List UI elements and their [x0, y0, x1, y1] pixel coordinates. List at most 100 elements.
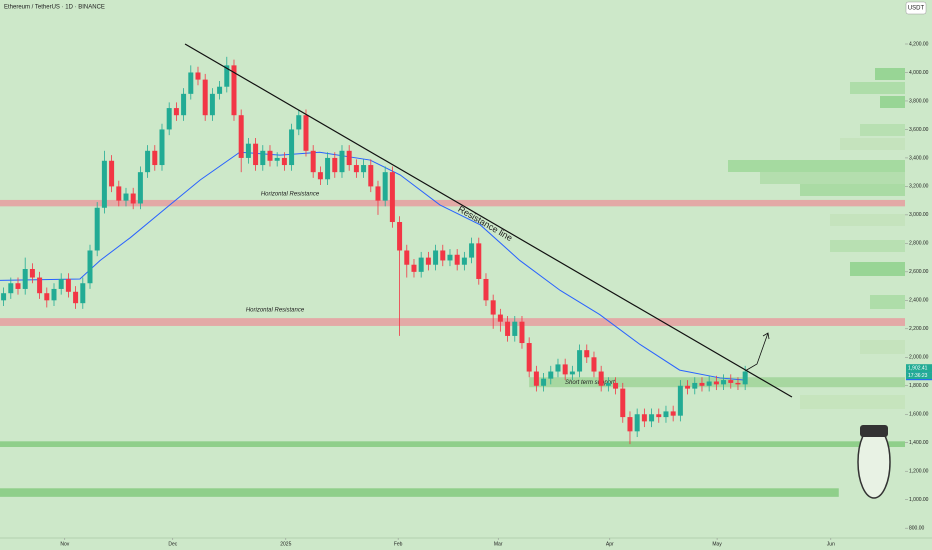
candle-body	[353, 165, 359, 173]
candle-body	[368, 165, 374, 187]
y-tick-label: 4,200.00	[909, 41, 929, 47]
candle-body	[526, 343, 532, 372]
y-tick-label: 1,000.00	[909, 497, 929, 503]
candle-body	[627, 417, 633, 432]
profile-bar	[830, 240, 905, 252]
candle-body	[382, 172, 388, 201]
candle-body	[706, 381, 712, 386]
candle-body	[145, 150, 151, 173]
candle-body	[562, 364, 568, 375]
countdown-box	[906, 372, 932, 380]
candle-body	[101, 160, 107, 208]
candle-body	[533, 371, 539, 386]
y-tick-label: 3,000.00	[909, 212, 929, 218]
candle-body	[289, 129, 295, 166]
y-tick-label: 2,600.00	[909, 269, 929, 275]
y-tick-label: 1,800.00	[909, 383, 929, 389]
candle-body	[29, 269, 35, 278]
candle-body	[80, 283, 86, 304]
candle-body	[109, 160, 115, 187]
candle-body	[663, 411, 669, 418]
x-tick-label: Mar	[494, 541, 503, 547]
candle-body	[476, 243, 482, 279]
candle-body	[721, 380, 727, 385]
profile-bar	[850, 82, 905, 94]
candle-body	[8, 283, 14, 294]
candle-body	[44, 293, 50, 301]
candle-body	[332, 157, 338, 173]
zone	[0, 199, 905, 207]
candle-body	[742, 371, 748, 385]
candle-body	[641, 414, 647, 422]
candle-body	[375, 186, 381, 201]
profile-bar	[800, 184, 905, 196]
candle-body	[692, 382, 698, 389]
candle-body	[397, 222, 403, 251]
candle-body	[152, 150, 158, 166]
projection-arrow	[744, 332, 770, 372]
candle-body	[447, 254, 453, 261]
candle-body	[181, 93, 187, 116]
y-tick-label: 3,200.00	[909, 184, 929, 190]
x-tick-label: Apr	[606, 541, 614, 547]
candle-body	[418, 257, 424, 272]
candle-body	[685, 385, 691, 389]
candle-body	[677, 385, 683, 416]
candle-body	[166, 108, 172, 130]
x-tick-label: Nov	[60, 541, 69, 547]
candle-body	[649, 414, 655, 422]
mascot	[857, 425, 891, 499]
candle-body	[361, 165, 367, 173]
candle-body	[613, 382, 619, 389]
x-tick-label: 2025	[280, 541, 291, 547]
mascot-head	[860, 425, 888, 437]
candle-body	[433, 250, 439, 265]
candle-body	[483, 278, 489, 301]
candle-body	[137, 172, 143, 204]
candle-body	[238, 115, 244, 158]
zone	[0, 488, 839, 497]
y-tick-label: 1,400.00	[909, 440, 929, 446]
zone-label: Horizontal Resistance	[246, 308, 305, 314]
candle-body	[591, 357, 597, 372]
x-tick-label: May	[712, 541, 722, 547]
candle-body	[325, 157, 331, 180]
candle-body	[461, 257, 467, 265]
x-tick-label: Jun	[827, 541, 835, 547]
profile-bar	[760, 172, 905, 184]
candle-body	[65, 278, 71, 292]
candle-body	[699, 382, 705, 386]
candle-body	[188, 72, 194, 94]
y-tick-label: 3,400.00	[909, 155, 929, 161]
candle-body	[555, 364, 561, 372]
profile-bar	[830, 214, 905, 226]
candle-body	[37, 277, 43, 294]
candle-body	[224, 65, 230, 87]
zone	[0, 318, 905, 326]
profile-bar	[880, 96, 905, 108]
candle-body	[634, 414, 640, 432]
candle-body	[541, 378, 547, 386]
candle-body	[490, 300, 496, 315]
y-tick-label: 2,800.00	[909, 241, 929, 247]
y-tick-label: 3,600.00	[909, 127, 929, 133]
y-tick-label: 1,600.00	[909, 412, 929, 418]
y-tick-label: 4,000.00	[909, 70, 929, 76]
candle-body	[512, 321, 518, 336]
candle-body	[605, 382, 611, 386]
profile-bar	[800, 395, 905, 409]
candle-body	[73, 291, 79, 304]
candle-body	[389, 172, 395, 223]
y-tick-label: 800.00	[909, 526, 925, 532]
candle-body	[713, 381, 719, 385]
candle-body	[173, 108, 179, 116]
candle-body	[130, 193, 136, 204]
candle-body	[346, 150, 352, 166]
candle-body	[569, 371, 575, 375]
candle-body	[1, 293, 7, 301]
candle-body	[123, 193, 129, 201]
candle-body	[51, 288, 57, 301]
candle-body	[317, 172, 323, 180]
profile-bar	[728, 160, 905, 172]
